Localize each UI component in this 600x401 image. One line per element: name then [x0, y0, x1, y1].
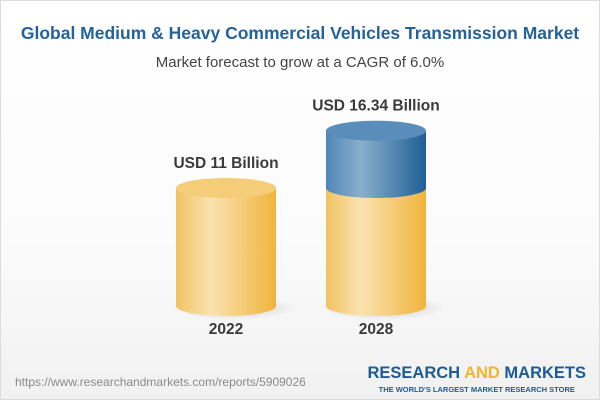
report-url[interactable]: https://www.researchandmarkets.com/repor…	[15, 375, 306, 389]
bar-2028-base	[326, 178, 426, 316]
bar-2028-growth-top	[326, 120, 426, 141]
data-label: USD 11 Billion	[173, 155, 278, 172]
chart-title: Global Medium & Heavy Commercial Vehicle…	[20, 23, 580, 43]
bar-2022-body	[176, 188, 276, 316]
data-label: USD 16.34 Billion	[312, 98, 439, 115]
bar-2022	[176, 178, 276, 316]
bar-2028-base-body	[326, 188, 426, 316]
logo-tagline: THE WORLD'S LARGEST MARKET RESEARCH STOR…	[378, 385, 575, 394]
research-and-markets-logo: RESEARCH AND MARKETS THE WORLD'S LARGEST…	[367, 364, 587, 395]
category-label: 2028	[359, 321, 394, 338]
bar-2028-growth	[326, 120, 426, 198]
bar-2022-top	[176, 178, 276, 198]
bar-2028-growth-body	[326, 130, 426, 198]
chart-subtitle: Market forecast to grow at a CAGR of 6.0…	[155, 54, 445, 71]
category-label: 2022	[209, 321, 243, 338]
